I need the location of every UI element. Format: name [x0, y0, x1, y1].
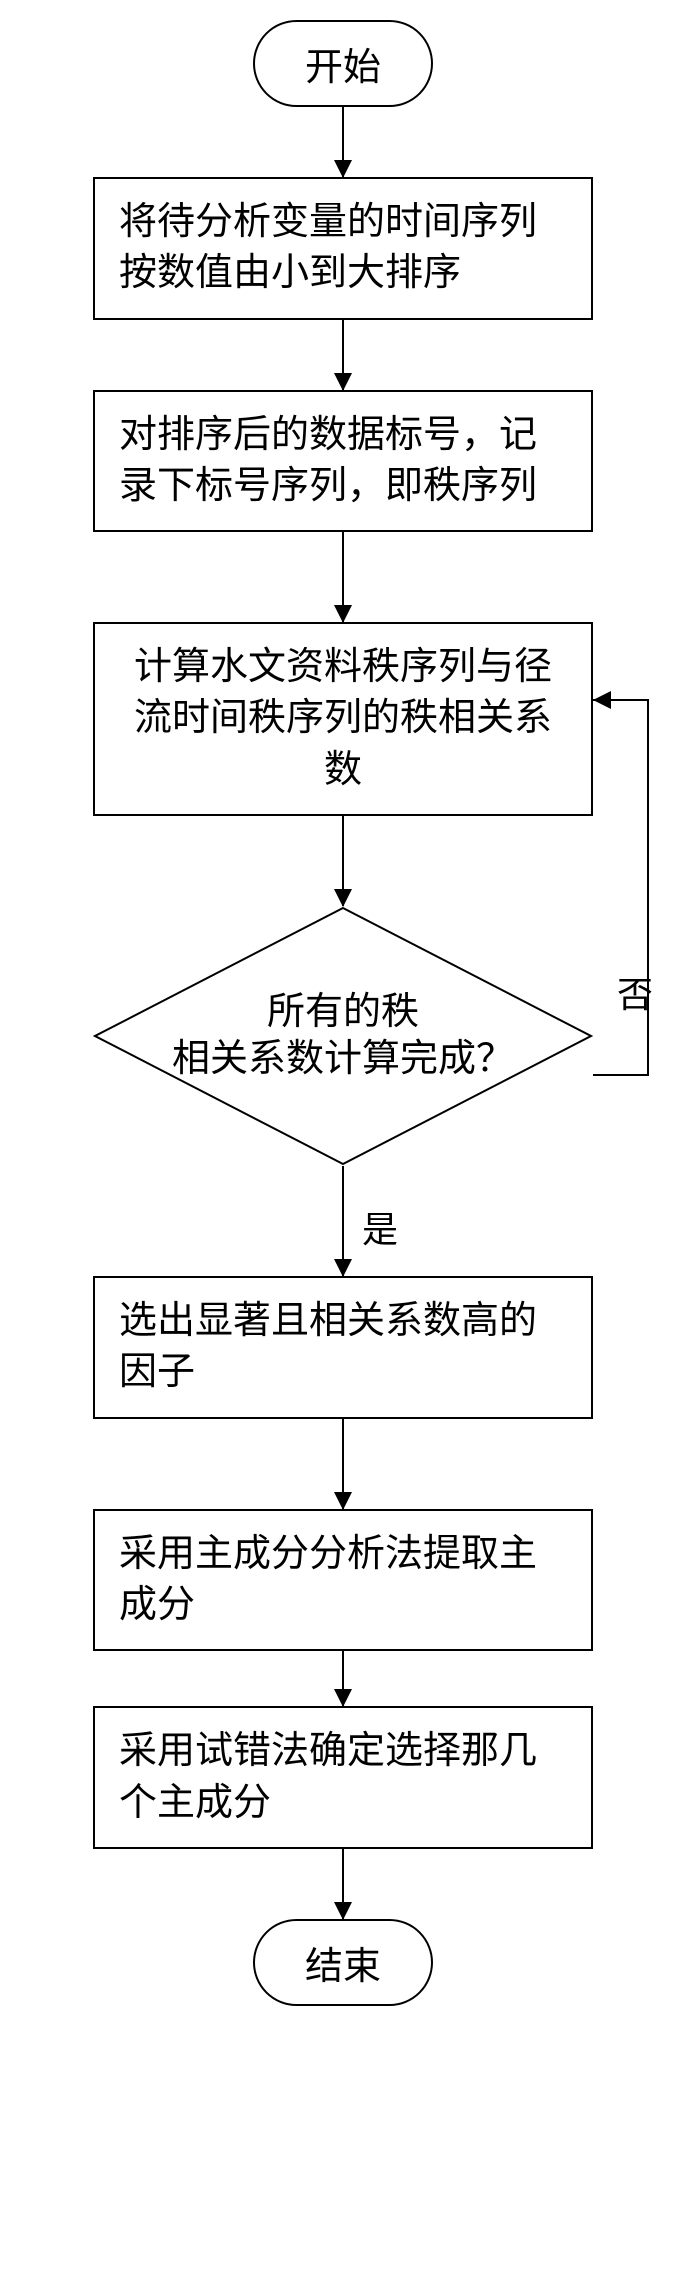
- step2-label: 对排序后的数据标号，记录下标号序列，即秩序列: [119, 414, 537, 507]
- step1-process: 将待分析变量的时间序列按数值由小到大排序: [93, 177, 593, 320]
- arrow-head-icon: [334, 889, 352, 907]
- step1-label: 将待分析变量的时间序列按数值由小到大排序: [119, 201, 537, 294]
- arrow-head-icon: [334, 373, 352, 391]
- arrow-head-icon: [334, 605, 352, 623]
- arrow: [342, 1419, 344, 1509]
- step4-label: 选出显著且相关系数高的因子: [119, 1300, 537, 1393]
- start-label: 开始: [305, 47, 381, 89]
- arrow: [342, 1849, 344, 1919]
- decision-line1: 所有的秩: [267, 989, 419, 1037]
- arrow-head-icon: [334, 1492, 352, 1510]
- decision-line2: 相关系数计算完成？: [172, 1036, 514, 1084]
- step6-label: 采用试错法确定选择那几个主成分: [119, 1730, 537, 1823]
- step5-label: 采用主成分分析法提取主成分: [119, 1533, 537, 1626]
- step3-label: 计算水文资料秩序列与径流时间秩序列的秩相关系数: [134, 646, 552, 791]
- edge-label-no: 否: [617, 966, 653, 1018]
- arrow-head-icon: [334, 1689, 352, 1707]
- end-terminal: 结束: [253, 1919, 433, 2006]
- start-terminal: 开始: [253, 20, 433, 107]
- arrow: [342, 1651, 344, 1706]
- decision-node: 所有的秩 相关系数计算完成？ 否: [93, 906, 593, 1166]
- arrow: [342, 107, 344, 177]
- arrow-head-icon: [334, 1259, 352, 1277]
- edge-label-yes: 是: [362, 1201, 398, 1253]
- step4-process: 选出显著且相关系数高的因子: [93, 1276, 593, 1419]
- step2-process: 对排序后的数据标号，记录下标号序列，即秩序列: [93, 390, 593, 533]
- decision-text: 所有的秩 相关系数计算完成？: [93, 906, 593, 1166]
- arrow: [342, 320, 344, 390]
- arrow-head-icon: [334, 1902, 352, 1920]
- arrow-head-icon: [334, 160, 352, 178]
- step6-process: 采用试错法确定选择那几个主成分: [93, 1706, 593, 1849]
- flowchart-container: 开始 将待分析变量的时间序列按数值由小到大排序 对排序后的数据标号，记录下标号序…: [0, 20, 686, 2006]
- arrow: [342, 1166, 344, 1276]
- step3-process: 计算水文资料秩序列与径流时间秩序列的秩相关系数: [93, 622, 593, 816]
- end-label: 结束: [305, 1946, 381, 1988]
- arrow: [342, 816, 344, 906]
- arrow: [342, 532, 344, 622]
- step5-process: 采用主成分分析法提取主成分: [93, 1509, 593, 1652]
